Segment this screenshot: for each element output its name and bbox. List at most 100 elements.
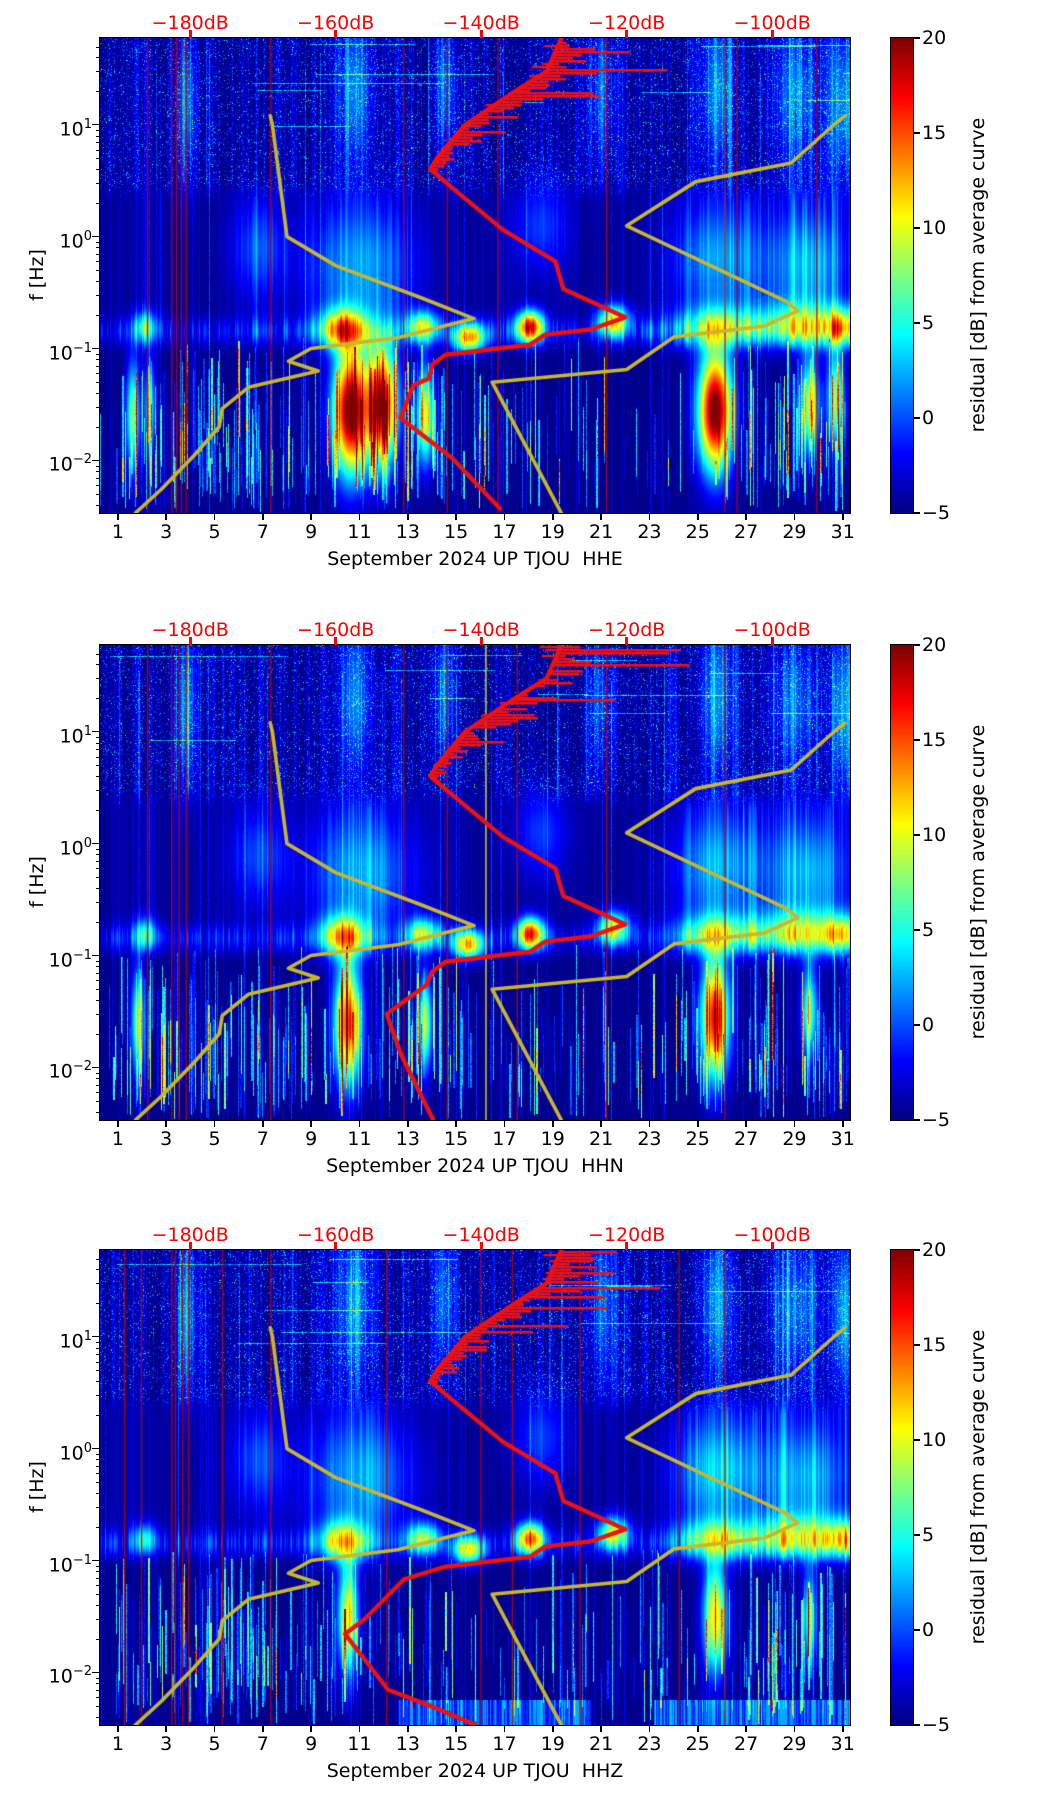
x-tick-label: 19 (540, 1128, 565, 1150)
top-db-label: −100dB (733, 619, 811, 641)
y-tick-label: 10−1 (48, 947, 92, 971)
colorbar-tick (914, 417, 920, 419)
x-tick-label: 31 (830, 521, 855, 543)
y-minor-tick (96, 1014, 100, 1016)
colorbar-tick (914, 1724, 920, 1726)
top-db-tick (625, 30, 629, 38)
x-tick (552, 1120, 554, 1127)
x-tick-label: 11 (347, 521, 372, 543)
y-tick (92, 459, 100, 462)
colorbar-tick-label: 20 (922, 634, 947, 656)
y-minor-tick (96, 902, 100, 904)
y-minor-tick (96, 202, 100, 204)
x-tick (117, 1725, 119, 1732)
y-minor-tick (96, 465, 100, 467)
panel-hhn: f [Hz] September 2024 UP TJOU HHN residu… (0, 607, 1052, 1214)
colorbar-canvas-hhe (890, 37, 914, 514)
x-tick (310, 1120, 312, 1127)
x-tick (745, 1120, 747, 1127)
y-minor-tick (96, 1585, 100, 1587)
x-tick-label: 15 (444, 1128, 469, 1150)
x-tick (842, 513, 844, 520)
y-minor-tick (96, 71, 100, 73)
colorbar-tick-label: −5 (922, 1109, 951, 1131)
x-tick (407, 513, 409, 520)
colorbar-tick-label: 10 (922, 1429, 947, 1451)
x-tick (503, 1725, 506, 1732)
y-tick-label: 101 (59, 723, 92, 748)
x-tick-label: 13 (395, 1733, 420, 1755)
y-minor-tick (96, 1111, 100, 1113)
x-tick (213, 1725, 216, 1732)
x-tick (165, 1725, 167, 1732)
colorbar-tick (914, 1629, 920, 1631)
top-db-tick (770, 30, 774, 38)
y-minor-tick (96, 1395, 100, 1397)
top-db-label: −120dB (588, 1224, 666, 1246)
y-minor-tick (96, 149, 100, 151)
spectrogram-canvas-hhe (99, 37, 851, 514)
x-tick-label: 25 (685, 1128, 710, 1150)
colorbar-tick (914, 227, 920, 229)
y-minor-tick (96, 241, 100, 243)
y-minor-tick (96, 921, 100, 923)
y-tick (92, 347, 100, 350)
y-tick (92, 235, 100, 238)
top-db-label: −160dB (297, 619, 375, 641)
x-tick-label: 9 (305, 1733, 318, 1755)
x-tick (310, 1725, 312, 1732)
x-tick (697, 513, 699, 520)
top-db-label: −160dB (297, 1224, 375, 1246)
spectrogram-canvas-hhn (99, 644, 851, 1121)
x-tick-label: 27 (734, 1733, 759, 1755)
y-minor-tick (96, 281, 100, 283)
y-minor-tick (96, 868, 100, 870)
top-db-tick (334, 1242, 338, 1250)
colorbar-tick (914, 1344, 920, 1346)
top-db-tick (479, 30, 483, 38)
y-minor-tick (96, 1347, 100, 1349)
x-tick (213, 513, 216, 520)
panel-hhz: f [Hz] September 2024 UP TJOU HHZ residu… (0, 1212, 1052, 1806)
y-minor-tick (96, 1361, 100, 1363)
y-minor-tick (96, 1084, 100, 1086)
y-minor-tick (96, 848, 100, 850)
colorbar-tick-label: 20 (922, 1239, 947, 1261)
x-tick (648, 513, 651, 520)
y-minor-tick (96, 1571, 100, 1573)
top-db-tick (770, 1242, 774, 1250)
colorbar-tick (914, 929, 920, 931)
x-tick-label: 7 (256, 521, 269, 543)
y-minor-tick (96, 407, 100, 409)
y-minor-tick (96, 91, 100, 93)
x-tick-label: 15 (444, 1733, 469, 1755)
colorbar-canvas-hhz (890, 1249, 914, 1726)
y-minor-tick (96, 504, 100, 506)
x-tick (648, 1120, 651, 1127)
y-tick-label: 100 (59, 228, 92, 252)
y-tick (92, 1066, 100, 1069)
x-tick-label: 1 (111, 521, 124, 543)
top-db-label: −140dB (442, 619, 520, 641)
x-tick (117, 1120, 119, 1127)
y-minor-tick (96, 471, 100, 473)
x-tick-label: 17 (492, 521, 517, 543)
x-tick-label: 3 (160, 1128, 173, 1150)
y-minor-tick (96, 494, 100, 496)
chart-title: September 2024 UP TJOU HHZ (326, 1760, 624, 1782)
colorbar-tick-label: 10 (922, 824, 947, 846)
colorbar-tick-label: 15 (922, 729, 947, 751)
x-tick-label: 11 (347, 1128, 372, 1150)
x-tick (793, 513, 796, 520)
y-tick-label: 100 (59, 835, 92, 859)
y-minor-tick (96, 1092, 100, 1094)
y-minor-tick (96, 653, 100, 655)
x-tick-label: 29 (782, 1733, 807, 1755)
colorbar-tick-label: 0 (922, 1619, 935, 1641)
y-minor-tick (96, 678, 100, 680)
top-db-label: −140dB (442, 12, 520, 34)
colorbar-label: residual [dB] from average curve (967, 724, 989, 1040)
y-minor-tick (96, 1303, 100, 1305)
colorbar-tick-label: 5 (922, 1524, 935, 1546)
x-tick (262, 513, 264, 520)
